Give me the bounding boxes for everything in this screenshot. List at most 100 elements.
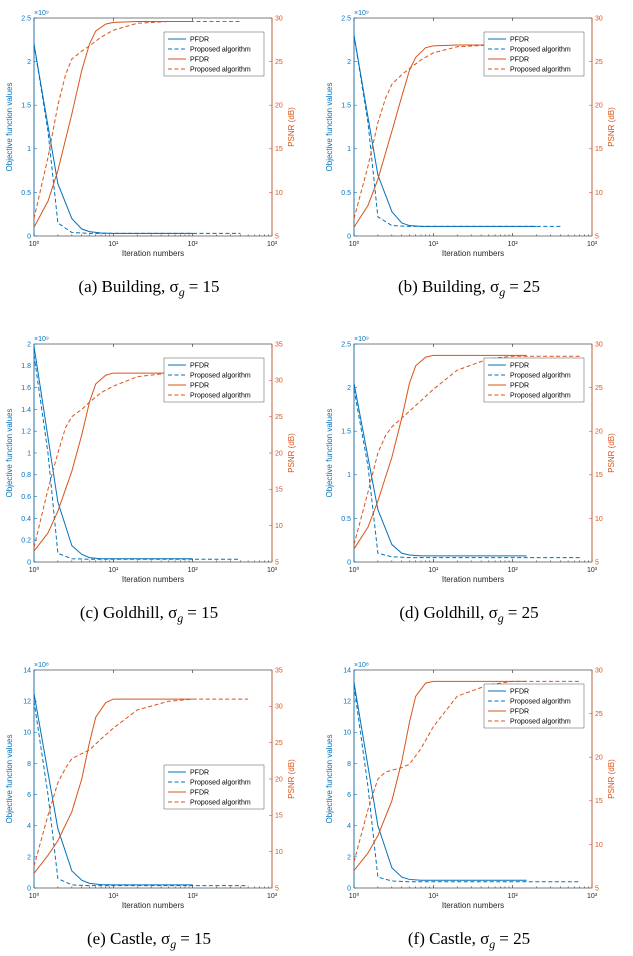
y-left-tick-label: 0 bbox=[27, 233, 31, 240]
x-tick-label: 10⁰ bbox=[349, 892, 360, 900]
caption-label: (a) Building, σ bbox=[78, 277, 178, 296]
y-left-tick-label: 1 bbox=[27, 146, 31, 153]
y-right-tick-label: 5 bbox=[275, 885, 279, 892]
y-left-tick-label: 10 bbox=[23, 730, 31, 737]
x-tick-label: 10¹ bbox=[108, 567, 119, 574]
y-left-tick-label: 1.8 bbox=[21, 363, 31, 370]
y-left-tick-label: 6 bbox=[347, 792, 351, 799]
x-tick-label: 10¹ bbox=[428, 567, 439, 574]
legend-entry-1: Proposed algorithm bbox=[190, 46, 251, 53]
y-left-tick-label: 0.5 bbox=[21, 190, 31, 197]
x-axis-label: Iteration numbers bbox=[442, 901, 504, 910]
y-left-tick-label: 1.2 bbox=[21, 429, 31, 436]
y-left-tick-label: 1.6 bbox=[21, 385, 31, 392]
y-right-tick-label: 5 bbox=[595, 559, 599, 566]
y-right-tick-label: 35 bbox=[275, 667, 283, 674]
panel-caption: (f) Castle, σg = 25 bbox=[408, 929, 530, 951]
x-axis-label: Iteration numbers bbox=[442, 249, 504, 258]
panel-caption: (d) Goldhill, σg = 25 bbox=[399, 603, 538, 625]
x-tick-label: 10² bbox=[508, 567, 519, 574]
y-right-tick-label: 25 bbox=[595, 385, 603, 392]
caption-subscript: g bbox=[177, 611, 183, 625]
x-tick-label: 10¹ bbox=[428, 241, 439, 248]
y-right-tick-label: 15 bbox=[595, 798, 603, 805]
y-right-tick-label: 10 bbox=[595, 190, 603, 197]
y-left-tick-label: 0.8 bbox=[21, 472, 31, 479]
chart-panel-2: 10⁰ 10¹ 10² 10³ 0 0.2 0.4 0.6 0.8 1 1.2 1.4 1.6 1.8 2×… bbox=[5, 336, 296, 625]
y-multiplier: ×10⁹ bbox=[354, 10, 369, 17]
series-line-0 bbox=[353, 383, 527, 557]
series-line-2 bbox=[353, 680, 527, 871]
y-right-tick-label: 25 bbox=[275, 740, 283, 747]
legend-entry-3: Proposed algorithm bbox=[190, 66, 251, 73]
legend-entry-1: Proposed algorithm bbox=[510, 372, 571, 379]
y-right-tick-label: 5 bbox=[275, 233, 279, 240]
y-left-tick-label: 2.5 bbox=[341, 341, 351, 348]
y-left-tick-label: 1 bbox=[347, 146, 351, 153]
y-multiplier: ×10⁸ bbox=[354, 662, 369, 669]
y-right-tick-label: 25 bbox=[275, 59, 283, 66]
caption-subscript: g bbox=[499, 285, 505, 299]
x-tick-label: 10³ bbox=[267, 241, 278, 248]
x-tick-label: 10² bbox=[508, 241, 519, 248]
x-tick-label: 10³ bbox=[587, 567, 598, 574]
x-tick-label: 10² bbox=[188, 893, 199, 900]
chart-panel-3: 10⁰ 10¹ 10² 10³ 0 0.5 1 1.5 2 2.5×10⁹ 5 10 15 20 25 30 I… bbox=[325, 336, 616, 625]
y-left-tick-label: 12 bbox=[343, 699, 351, 706]
y-left-axis-label: Objective function values bbox=[325, 83, 334, 172]
y-left-tick-label: 0.5 bbox=[341, 516, 351, 523]
legend-entry-3: Proposed algorithm bbox=[510, 392, 571, 399]
y-right-tick-label: 20 bbox=[595, 755, 603, 762]
y-right-tick-label: 20 bbox=[275, 776, 283, 783]
caption-value: = 25 bbox=[508, 603, 539, 622]
y-right-tick-label: 30 bbox=[595, 341, 603, 348]
x-tick-label: 10³ bbox=[587, 241, 598, 248]
y-right-tick-label: 15 bbox=[595, 146, 603, 153]
y-right-tick-label: 10 bbox=[595, 842, 603, 849]
y-left-tick-label: 6 bbox=[27, 792, 31, 799]
legend-entry-0: PFDR bbox=[190, 36, 209, 43]
y-right-tick-label: 25 bbox=[595, 59, 603, 66]
y-left-tick-label: 0 bbox=[27, 885, 31, 892]
y-right-axis-label: PSNR (dB) bbox=[287, 107, 296, 147]
y-left-tick-label: 2 bbox=[347, 854, 351, 861]
y-left-tick-label: 0.2 bbox=[21, 538, 31, 545]
y-right-axis-label: PSNR (dB) bbox=[607, 107, 616, 147]
y-left-axis-label: Objective function values bbox=[325, 735, 334, 824]
series-line-0 bbox=[353, 682, 527, 881]
y-right-tick-label: 15 bbox=[275, 487, 283, 494]
legend-entry-2: PFDR bbox=[190, 56, 209, 63]
y-left-tick-label: 0.6 bbox=[21, 494, 31, 501]
legend-entry-1: Proposed algorithm bbox=[510, 46, 571, 53]
y-right-tick-label: 10 bbox=[275, 849, 283, 856]
chart-panel-0: 10⁰ 10¹ 10² 10³ 0 0.5 1 1.5 2 2.5×10⁹ 5 10 15 20 25 30 I… bbox=[5, 10, 296, 299]
y-multiplier: ×10⁹ bbox=[34, 336, 49, 343]
caption-subscript: g bbox=[498, 611, 504, 625]
legend-entry-2: PFDR bbox=[510, 56, 529, 63]
y-right-tick-label: 30 bbox=[275, 378, 283, 385]
y-right-tick-label: 5 bbox=[275, 559, 279, 566]
y-right-axis-label: PSNR (dB) bbox=[607, 433, 616, 473]
x-tick-label: 10³ bbox=[587, 893, 598, 900]
y-left-tick-label: 2 bbox=[27, 341, 31, 348]
y-right-tick-label: 25 bbox=[275, 414, 283, 421]
y-right-tick-label: 10 bbox=[595, 516, 603, 523]
y-right-tick-label: 15 bbox=[275, 813, 283, 820]
y-left-tick-label: 0.5 bbox=[341, 190, 351, 197]
y-left-tick-label: 1 bbox=[27, 450, 31, 457]
x-axis-label: Iteration numbers bbox=[122, 901, 184, 910]
y-left-tick-label: 1.4 bbox=[21, 407, 31, 414]
caption-label: (e) Castle, σ bbox=[87, 929, 170, 948]
x-tick-label: 10⁰ bbox=[29, 892, 40, 900]
y-right-tick-label: 20 bbox=[595, 429, 603, 436]
legend-entry-3: Proposed algorithm bbox=[510, 66, 571, 73]
caption-value: = 25 bbox=[509, 277, 540, 296]
y-right-tick-label: 20 bbox=[275, 450, 283, 457]
legend-entry-2: PFDR bbox=[190, 382, 209, 389]
caption-value: = 15 bbox=[189, 277, 220, 296]
y-left-tick-label: 2 bbox=[347, 59, 351, 66]
y-right-tick-label: 15 bbox=[595, 472, 603, 479]
y-left-tick-label: 14 bbox=[343, 667, 351, 674]
series-line-0 bbox=[33, 44, 193, 234]
